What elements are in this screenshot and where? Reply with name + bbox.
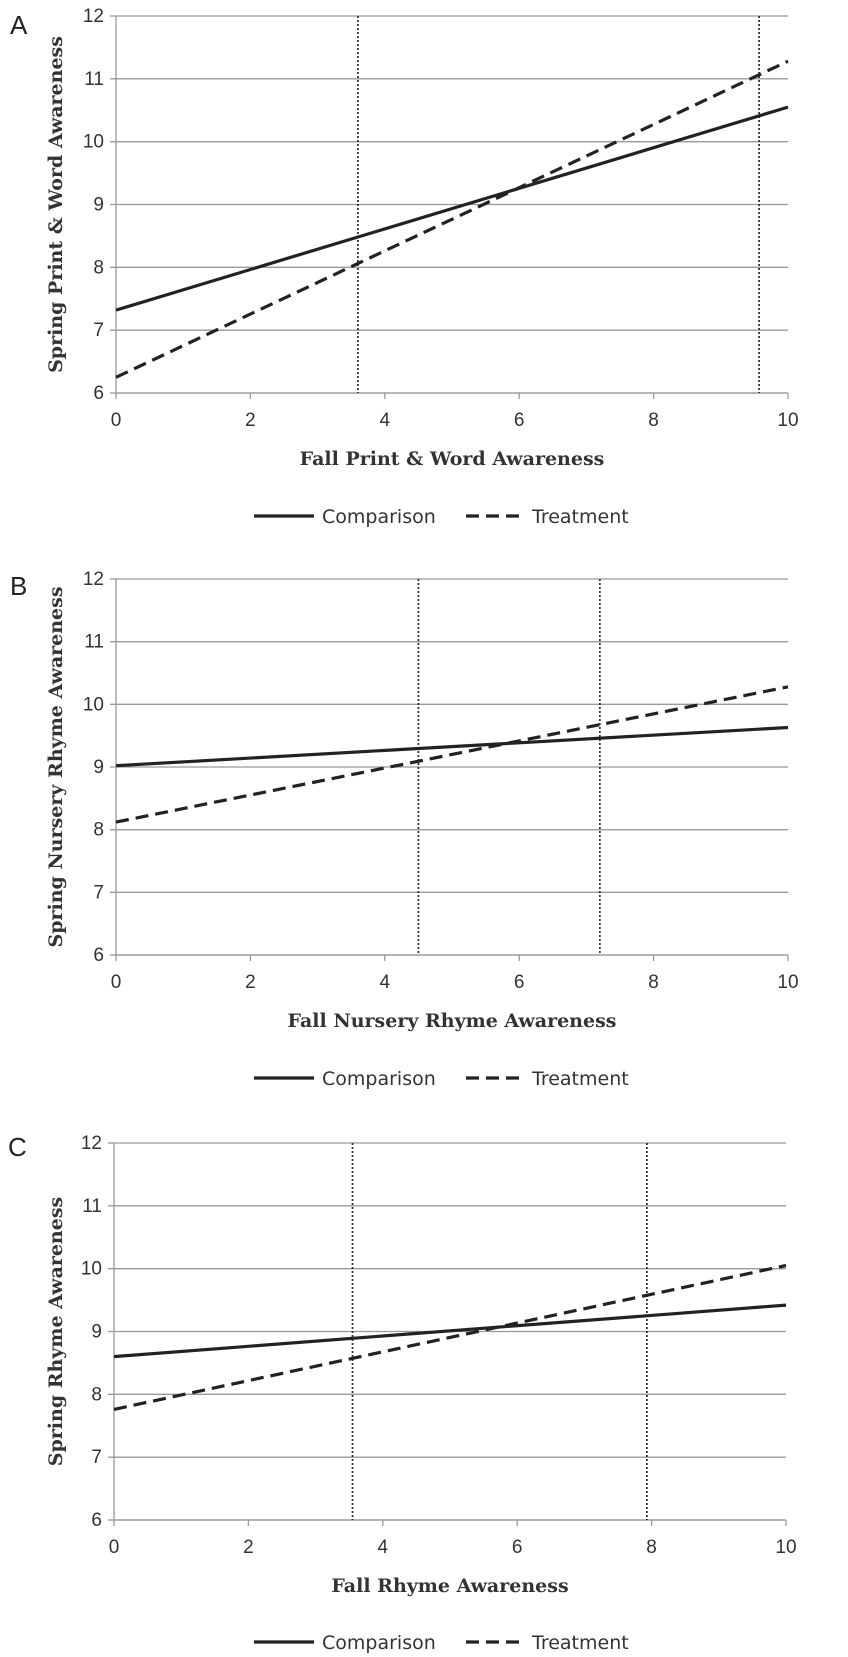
chart-panel-c: C 6 7 8 9 10 11 12 0 2 4 6 8 10 Fall Rhyme Awareness Sp… — [8, 1132, 797, 1654]
x-axis-title: Fall Nursery Rhyme Awareness — [288, 1010, 617, 1032]
y-tick-label: 8 — [93, 257, 104, 278]
legend-label-comparison: Comparison — [322, 506, 436, 528]
chart-panel-a: A 6 7 8 9 10 11 12 0 2 4 6 8 10 Fall Print & Word Awar… — [10, 6, 799, 528]
y-tick-label: 9 — [93, 757, 104, 778]
x-tick-label: 8 — [648, 972, 659, 993]
panel-letter: B — [10, 571, 27, 601]
series-line-treatment — [113, 1263, 787, 1411]
series-line-comparison — [113, 1303, 787, 1359]
legend: Comparison Treatment — [254, 1632, 629, 1654]
x-tick-label: 8 — [646, 1537, 657, 1558]
y-tick-label: 7 — [93, 320, 104, 341]
y-tick-label: 7 — [93, 882, 104, 903]
x-tick-label: 4 — [380, 410, 391, 431]
x-tick-label: 10 — [777, 972, 798, 993]
y-tick-label: 10 — [83, 694, 104, 715]
panel-letter: C — [8, 1132, 27, 1162]
y-tick-label: 12 — [81, 1133, 102, 1154]
y-tick-label: 6 — [93, 383, 104, 404]
x-tick-label: 4 — [378, 1537, 389, 1558]
legend-label-treatment: Treatment — [531, 1632, 629, 1654]
legend-label-treatment: Treatment — [531, 506, 629, 528]
y-tick-label: 6 — [91, 1510, 102, 1531]
x-tick-label: 0 — [109, 1537, 120, 1558]
x-axis-title: Fall Print & Word Awareness — [300, 448, 605, 470]
x-tick-label: 10 — [777, 410, 798, 431]
y-tick-label: 8 — [93, 820, 104, 841]
y-axis-title: Spring Print & Word Awareness — [45, 36, 67, 373]
legend: Comparison Treatment — [254, 506, 629, 528]
x-tick-label: 6 — [512, 1537, 523, 1558]
legend-label-treatment: Treatment — [531, 1068, 629, 1090]
y-tick-label: 9 — [93, 195, 104, 216]
y-axis-title: Spring Nursery Rhyme Awareness — [45, 586, 67, 947]
y-tick-label: 12 — [83, 569, 104, 590]
panel-letter: A — [10, 10, 28, 40]
x-axis-title: Fall Rhyme Awareness — [331, 1575, 568, 1597]
x-tick-label: 10 — [775, 1537, 796, 1558]
x-tick-label: 0 — [111, 972, 122, 993]
legend-label-comparison: Comparison — [322, 1632, 436, 1654]
legend-label-comparison: Comparison — [322, 1068, 436, 1090]
y-tick-label: 10 — [81, 1259, 102, 1280]
y-tick-label: 10 — [83, 132, 104, 153]
x-tick-label: 6 — [514, 972, 525, 993]
y-tick-label: 12 — [83, 6, 104, 27]
x-tick-label: 8 — [648, 410, 659, 431]
y-tick-label: 8 — [91, 1384, 102, 1405]
series-line-comparison — [115, 105, 789, 312]
legend: Comparison Treatment — [254, 1068, 629, 1090]
y-tick-label: 11 — [82, 1196, 102, 1217]
y-tick-label: 7 — [91, 1447, 102, 1468]
x-tick-label: 0 — [111, 410, 122, 431]
x-tick-label: 2 — [245, 410, 256, 431]
y-tick-label: 6 — [93, 945, 104, 966]
y-tick-label: 11 — [84, 632, 104, 653]
y-axis-title: Spring Rhyme Awareness — [45, 1197, 67, 1466]
x-tick-label: 4 — [380, 972, 391, 993]
chart-panel-b: B 6 7 8 9 10 11 12 0 2 4 6 8 10 Fall Nursery Rhyme Awa… — [10, 569, 799, 1090]
x-tick-label: 6 — [514, 410, 525, 431]
y-tick-label: 9 — [91, 1322, 102, 1343]
series-line-treatment — [115, 685, 789, 824]
series-line-comparison — [115, 725, 789, 768]
x-tick-label: 2 — [245, 972, 256, 993]
series-line-treatment — [115, 59, 789, 379]
y-tick-label: 11 — [84, 69, 104, 90]
x-tick-label: 2 — [243, 1537, 254, 1558]
